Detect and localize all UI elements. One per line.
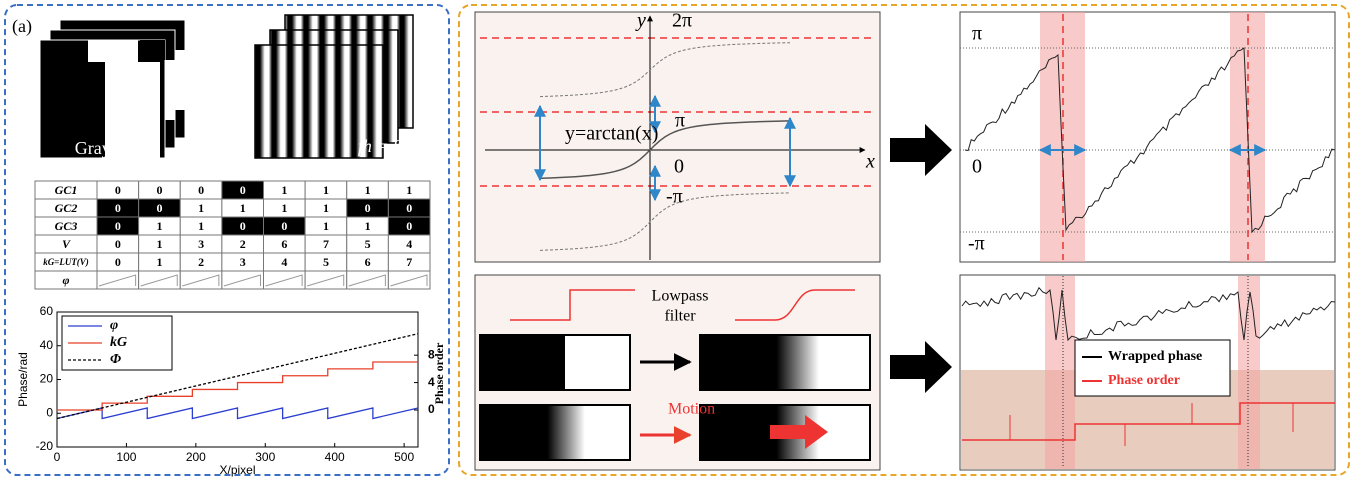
x-tick-label: 500 xyxy=(394,450,414,464)
table-value: 0 xyxy=(406,201,412,215)
big-arrow xyxy=(890,124,952,176)
x-tick-label: 200 xyxy=(186,450,206,464)
table-value: 0 xyxy=(115,219,121,233)
table-value: 0 xyxy=(198,183,204,197)
table-value: 3 xyxy=(240,255,246,269)
axis-name: y xyxy=(635,10,646,32)
table-value: 2 xyxy=(198,255,204,269)
table-value: 7 xyxy=(406,255,412,269)
body: (a)Gray codefh = 8GC100001111GC200111100… xyxy=(0,0,1354,481)
table-value: 7 xyxy=(323,237,329,251)
fringe-label: fh = 8 xyxy=(358,136,402,156)
level-label: π xyxy=(675,110,685,132)
y2-axis-label: Phase order xyxy=(432,342,446,404)
table-row-header: GC2 xyxy=(55,201,78,215)
table-value: 6 xyxy=(281,237,287,251)
x-tick-label: 0 xyxy=(54,450,61,464)
table-value: 1 xyxy=(323,183,329,197)
table-value: 1 xyxy=(281,183,287,197)
x-tick-label: 100 xyxy=(116,450,136,464)
table-value: 1 xyxy=(323,201,329,215)
y-axis-label: Phase/rad xyxy=(16,352,30,407)
table-value: 0 xyxy=(240,219,246,233)
table-value: 0 xyxy=(115,237,121,251)
table-value: 6 xyxy=(365,255,371,269)
table-value: 0 xyxy=(240,183,246,197)
table-value: 1 xyxy=(198,219,204,233)
legend-label: φ xyxy=(110,318,118,333)
blurred-image xyxy=(700,335,870,390)
legend-label: Wrapped phase xyxy=(1108,349,1202,364)
page: Figure { "panel_a": { "label": "(a)", "g… xyxy=(0,0,1354,481)
y-tick-label: 40 xyxy=(40,338,54,352)
panel-label: (a) xyxy=(12,16,32,37)
legend-label: Φ xyxy=(110,352,121,367)
wrapped-box xyxy=(960,12,1335,262)
table-value: 0 xyxy=(115,183,121,197)
level-label: -π xyxy=(666,186,683,208)
motion-label: Motion xyxy=(668,401,715,418)
legend-label: Phase order xyxy=(1108,373,1180,388)
level-label: 2π xyxy=(672,10,692,32)
table-value: 3 xyxy=(198,237,204,251)
table-value: 0 xyxy=(365,201,371,215)
legend-label: kG xyxy=(110,335,127,350)
table-value: 1 xyxy=(156,237,162,251)
table-value: 4 xyxy=(406,237,412,251)
table-value: 1 xyxy=(198,201,204,215)
table-row-header: V xyxy=(62,237,71,251)
blurred-image xyxy=(480,405,630,460)
x-tick-label: 300 xyxy=(255,450,275,464)
table-value: 0 xyxy=(156,201,162,215)
table-value: 1 xyxy=(406,183,412,197)
table-value: 5 xyxy=(365,237,371,251)
y-tick-label: -20 xyxy=(36,439,54,453)
level-label: -π xyxy=(968,233,985,255)
y-tick-label: 60 xyxy=(40,304,54,318)
filter-label: Lowpass xyxy=(652,288,709,305)
table-value: 1 xyxy=(365,183,371,197)
level-label: 0 xyxy=(674,156,684,178)
table-value: 1 xyxy=(240,201,246,215)
big-arrow xyxy=(890,341,952,393)
level-label: 0 xyxy=(972,156,982,178)
table-value: 0 xyxy=(115,201,121,215)
table-value: 0 xyxy=(406,219,412,233)
gray-code-white xyxy=(140,40,165,60)
table-value: 1 xyxy=(323,219,329,233)
pink-band xyxy=(1238,276,1260,469)
table-row-header: GC3 xyxy=(55,219,78,233)
table-value: 5 xyxy=(323,255,329,269)
table-value: 0 xyxy=(281,219,287,233)
table-value: 1 xyxy=(281,201,287,215)
gray-code-label: Gray code xyxy=(75,138,149,158)
table-row-header: GC1 xyxy=(55,183,78,197)
x-tick-label: 400 xyxy=(325,450,345,464)
y-tick-label: 0 xyxy=(46,405,53,419)
table-value: 0 xyxy=(115,255,121,269)
table-row-header: kG=LUT(V) xyxy=(43,257,89,267)
table-value: 1 xyxy=(156,255,162,269)
table-value: 1 xyxy=(365,219,371,233)
table-value: 4 xyxy=(281,255,287,269)
arctan-box xyxy=(475,12,880,262)
table-value: 2 xyxy=(240,237,246,251)
x-axis-label: X/pixel xyxy=(219,463,255,477)
gray-code-white xyxy=(88,40,138,62)
axis-name: x xyxy=(865,151,875,173)
level-label: π xyxy=(972,23,982,45)
filter-label: filter xyxy=(664,308,696,325)
table-value: 1 xyxy=(156,219,162,233)
sharp-image-dark xyxy=(481,336,565,389)
curve-label: y=arctan(x) xyxy=(565,123,658,145)
y-tick-label: 20 xyxy=(40,372,54,386)
table-value: 0 xyxy=(156,183,162,197)
table-row-header: φ xyxy=(62,273,69,287)
figure: (a)Gray codefh = 8GC100001111GC200111100… xyxy=(0,0,1354,481)
